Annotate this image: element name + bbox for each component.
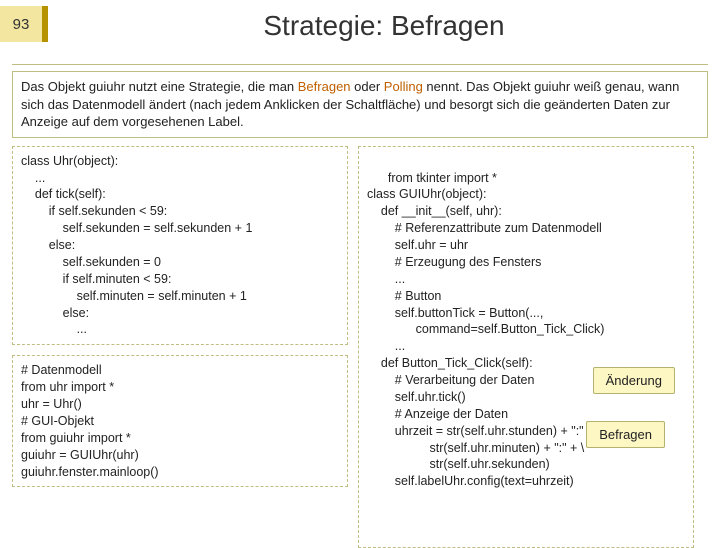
- code-box-main: # Datenmodell from uhr import * uhr = Uh…: [12, 355, 348, 487]
- divider: [12, 64, 708, 65]
- desc-text-2: oder: [351, 79, 384, 94]
- code-box-guiuhr-class: from tkinter import * class GUIUhr(objec…: [358, 146, 694, 548]
- desc-highlight-1: Befragen: [298, 79, 351, 94]
- code-right-content: from tkinter import * class GUIUhr(objec…: [367, 171, 604, 489]
- badge-change: Änderung: [593, 367, 675, 395]
- badge-poll: Befragen: [586, 421, 665, 449]
- code-box-uhr-class: class Uhr(object): ... def tick(self): i…: [12, 146, 348, 346]
- desc-text-1: Das Objekt guiuhr nutzt eine Strategie, …: [21, 79, 298, 94]
- page-number: 93: [0, 6, 48, 42]
- description-box: Das Objekt guiuhr nutzt eine Strategie, …: [12, 71, 708, 138]
- page-title: Strategie: Befragen: [48, 0, 720, 42]
- desc-highlight-2: Polling: [384, 79, 423, 94]
